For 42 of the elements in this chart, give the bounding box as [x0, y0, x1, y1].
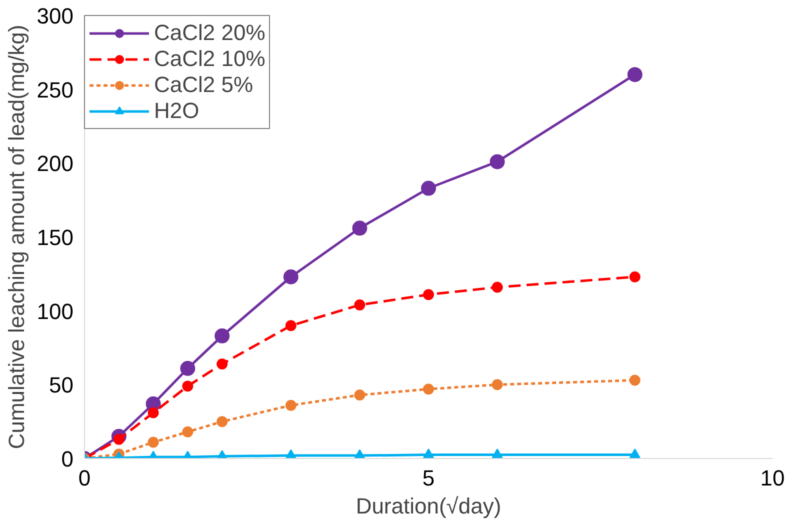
point [629, 374, 640, 386]
point [354, 390, 366, 400]
point [182, 426, 194, 438]
x-tick-label: 5 [422, 466, 435, 490]
point [627, 67, 642, 82]
point [285, 320, 296, 332]
point [492, 282, 503, 293]
point [214, 328, 230, 344]
y-tick-label: 300 [36, 4, 74, 28]
point [629, 271, 640, 282]
point [629, 448, 640, 458]
y-tick-label: 50 [49, 372, 74, 398]
x-tick-label: 0 [78, 466, 91, 490]
legend-label: CaCl2 20% [154, 20, 266, 46]
point [216, 416, 228, 428]
point [421, 180, 436, 196]
legend-label: CaCl2 5% [154, 72, 254, 98]
y-tick-label: 250 [36, 77, 74, 102]
legend-label: H2O [154, 98, 200, 124]
point [492, 379, 503, 390]
point [423, 448, 434, 458]
y-axis-title: Cumulative leaching amount of lead(mg/kg) [4, 24, 29, 450]
y-tick-label: 100 [36, 298, 74, 324]
point [148, 407, 159, 418]
point [423, 384, 434, 395]
point [283, 269, 298, 284]
y-tick-label: 0 [61, 446, 74, 472]
point [216, 358, 228, 370]
point [354, 299, 366, 310]
point [182, 380, 194, 392]
point [180, 360, 196, 376]
y-tick-label: 200 [36, 151, 74, 176]
point [352, 220, 368, 236]
x-tick-label: 10 [760, 466, 785, 490]
legend-label: CaCl2 10% [154, 46, 266, 72]
point [490, 154, 505, 170]
point [492, 448, 503, 458]
point [285, 400, 296, 411]
y-tick-label: 150 [36, 225, 74, 250]
point [423, 289, 434, 300]
point [148, 436, 159, 448]
x-axis-title: Duration(√day) [356, 494, 502, 518]
